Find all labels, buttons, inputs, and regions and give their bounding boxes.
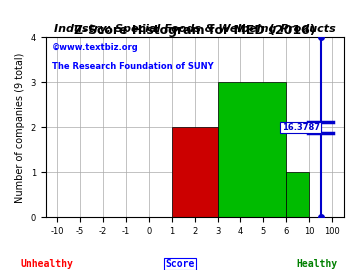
Bar <box>172 127 217 217</box>
Text: Score: Score <box>165 259 195 269</box>
Y-axis label: Number of companies (9 total): Number of companies (9 total) <box>15 52 25 202</box>
Title: Z-Score Histogram for MED (2016): Z-Score Histogram for MED (2016) <box>74 24 315 37</box>
Text: Healthy: Healthy <box>296 259 337 269</box>
Text: Unhealthy: Unhealthy <box>21 259 73 269</box>
Text: ©www.textbiz.org: ©www.textbiz.org <box>51 43 138 52</box>
Bar <box>286 172 309 217</box>
Bar <box>217 82 286 217</box>
Text: The Research Foundation of SUNY: The Research Foundation of SUNY <box>51 62 213 72</box>
Text: Industry: Special Foods & Welbeing Products: Industry: Special Foods & Welbeing Produ… <box>54 24 336 34</box>
Text: 16.3787: 16.3787 <box>282 123 320 132</box>
